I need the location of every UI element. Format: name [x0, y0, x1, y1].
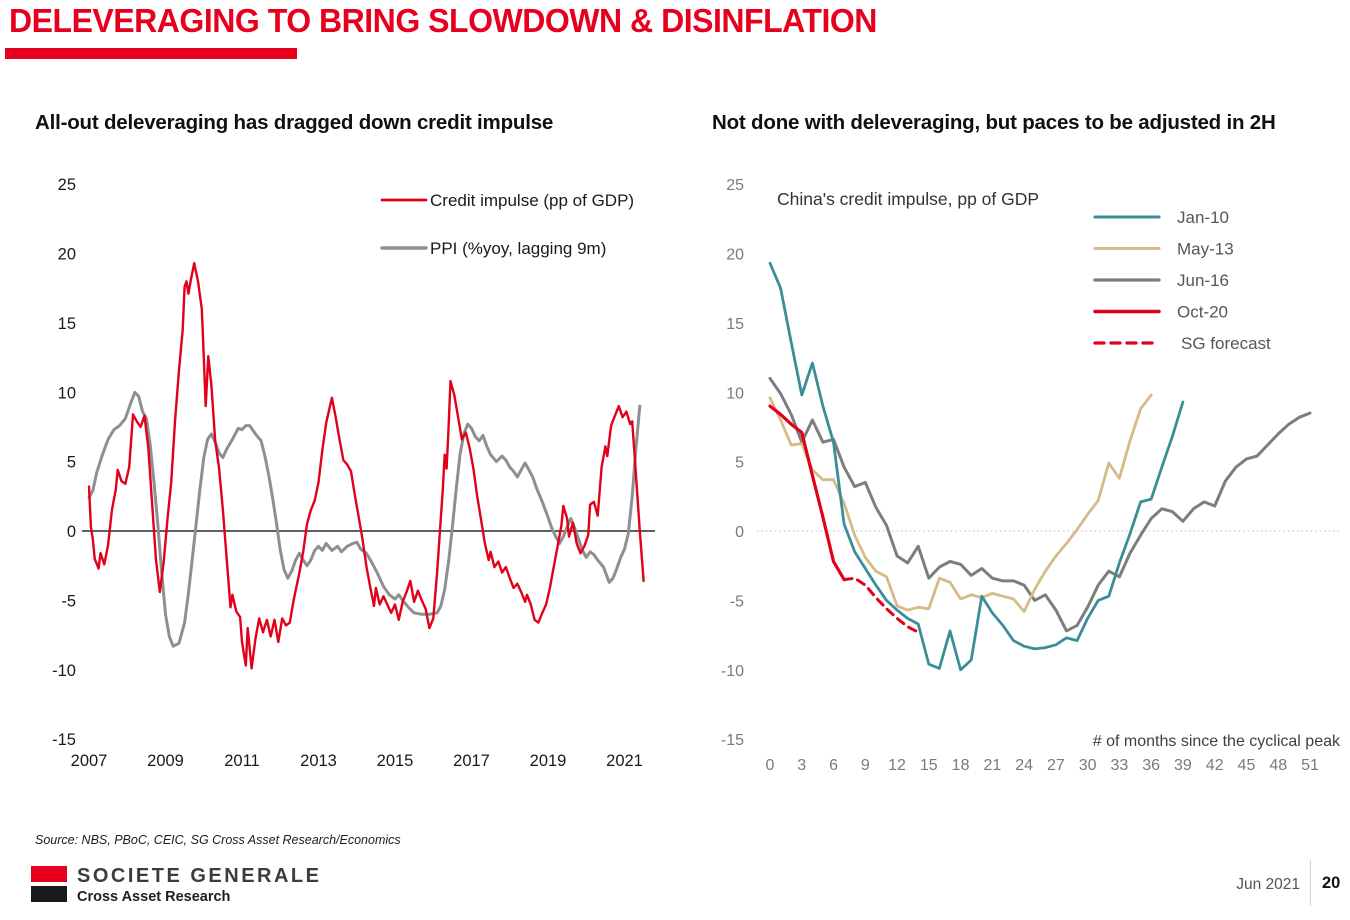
y-tick-label: -15	[721, 732, 744, 749]
left-chart-subtitle: All-out deleveraging has dragged down cr…	[35, 111, 554, 134]
x-tick-label: 27	[1047, 757, 1065, 774]
legend-label-oct-20: Oct-20	[1177, 303, 1228, 322]
series-oct-20	[768, 404, 846, 582]
series-ppi-yoy-lagging-9m-	[87, 390, 642, 648]
x-tick-label: 48	[1269, 757, 1287, 774]
brand-name: SOCIETE GENERALE	[77, 865, 322, 887]
legend-label-credit-impulse-pp-of-gdp-: Credit impulse (pp of GDP)	[430, 191, 634, 210]
y-tick-label: 15	[58, 315, 76, 333]
y-tick-label: -10	[52, 662, 76, 680]
brand-subtitle: Cross Asset Research	[77, 889, 231, 905]
x-tick-label: 2019	[530, 752, 567, 770]
legend-label-jan-10: Jan-10	[1177, 208, 1229, 227]
x-tick-label: 45	[1238, 757, 1256, 774]
x-tick-label: 39	[1174, 757, 1192, 774]
y-tick-label: -10	[721, 663, 744, 680]
y-tick-label: 10	[726, 385, 744, 402]
x-tick-label: 12	[888, 757, 906, 774]
y-tick-label: 25	[58, 176, 76, 194]
series-may-13	[768, 393, 1153, 613]
page-number-divider	[1310, 860, 1311, 906]
x-tick-label: 36	[1142, 757, 1160, 774]
x-tick-label: 2017	[453, 752, 490, 770]
series-jun-16	[768, 376, 1312, 633]
y-tick-label: 20	[58, 246, 76, 264]
x-tick-label: 2021	[606, 752, 643, 770]
logo-red-block	[31, 866, 67, 882]
y-tick-label: 15	[726, 316, 744, 333]
x-axis-title: # of months since the cyclical peak	[1093, 733, 1341, 750]
societe-generale-logo-icon	[31, 866, 67, 902]
x-tick-label: 33	[1111, 757, 1129, 774]
x-tick-label: 6	[829, 757, 838, 774]
legend-label-ppi-yoy-lagging-9m-: PPI (%yoy, lagging 9m)	[430, 239, 606, 258]
y-tick-label: -5	[61, 592, 76, 610]
x-tick-label: 51	[1301, 757, 1319, 774]
y-tick-label: 10	[58, 384, 76, 402]
y-tick-label: 25	[726, 177, 744, 194]
x-tick-label: 2007	[71, 752, 108, 770]
x-tick-label: 3	[797, 757, 806, 774]
x-tick-label: 15	[920, 757, 938, 774]
y-tick-label: 5	[735, 455, 744, 472]
y-tick-label: 5	[67, 454, 76, 472]
x-tick-label: 2009	[147, 752, 184, 770]
y-tick-label: 0	[67, 523, 76, 541]
legend-label-sg-forecast: SG forecast	[1181, 334, 1271, 353]
x-tick-label: 42	[1206, 757, 1224, 774]
series-credit-impulse-pp-of-gdp-	[87, 261, 645, 670]
y-tick-label: 20	[726, 247, 744, 264]
chart-inner-title: China's credit impulse, pp of GDP	[777, 189, 1039, 209]
x-tick-label: 30	[1079, 757, 1097, 774]
x-tick-label: 0	[766, 757, 775, 774]
x-tick-label: 2011	[224, 752, 259, 770]
right-chart-subtitle: Not done with deleveraging, but paces to…	[712, 111, 1276, 134]
logo-white-stripe	[31, 882, 67, 886]
x-tick-label: 2013	[300, 752, 337, 770]
legend-label-may-13: May-13	[1177, 240, 1234, 259]
x-tick-label: 2015	[377, 752, 414, 770]
source-note: Source: NBS, PBoC, CEIC, SG Cross Asset …	[35, 833, 401, 847]
x-tick-label: 9	[861, 757, 870, 774]
x-tick-label: 24	[1015, 757, 1033, 774]
title-accent-bar	[5, 48, 297, 59]
series-sg-forecast	[842, 576, 920, 634]
x-tick-label: 18	[952, 757, 970, 774]
logo-black-block	[31, 886, 67, 902]
footer-date: Jun 2021	[1236, 876, 1300, 893]
y-tick-label: -5	[730, 593, 744, 610]
x-tick-label: 21	[983, 757, 1001, 774]
page-number: 20	[1322, 874, 1341, 892]
page-title: DELEVERAGING TO BRING SLOWDOWN & DISINFL…	[9, 2, 877, 39]
legend-label-jun-16: Jun-16	[1177, 271, 1229, 290]
series-jan-10	[768, 261, 1185, 672]
y-tick-label: -15	[52, 731, 76, 749]
y-tick-label: 0	[735, 524, 744, 541]
